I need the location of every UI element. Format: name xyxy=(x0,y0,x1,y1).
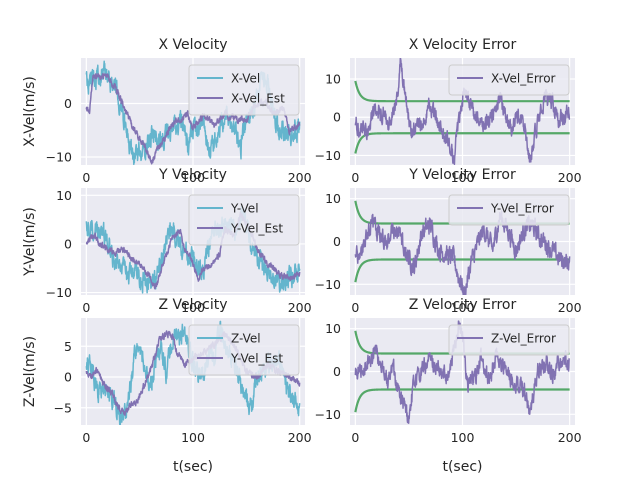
yvel-x-tick-label: 100 xyxy=(181,300,205,315)
zvel-y-axis-label: Z-Vel(m/s) xyxy=(22,336,38,407)
zvel-legend-label: Z-Vel xyxy=(231,332,261,346)
xerr-title: X Velocity Error xyxy=(409,37,517,53)
yvel-x-tick-label: 200 xyxy=(288,300,312,315)
zerr-x-tick-label: 100 xyxy=(451,430,475,445)
yerr-legend-box xyxy=(448,194,570,226)
zerr-x-tick-label: 0 xyxy=(351,430,359,445)
zerr-title: Z Velocity Error xyxy=(409,297,517,313)
yerr-x-tick-label: 100 xyxy=(451,300,475,315)
xerr-legend: X-Vel_Error xyxy=(448,64,570,96)
yerr-legend: Y-Vel_Error xyxy=(448,194,570,226)
xerr-y-tick-label: 10 xyxy=(325,72,341,87)
xvel-title: X Velocity xyxy=(159,37,228,53)
xerr-legend-box xyxy=(448,64,570,96)
xerr-x-tick-label: 0 xyxy=(351,170,359,185)
yvel-y-axis-label: Y-Vel(m/s) xyxy=(22,207,38,277)
panel-yerr: Y Velocity Error 0 100 200 −10 0 10 Y-Vel_Error xyxy=(315,167,582,315)
yvel-legend-label: Y-Vel xyxy=(230,202,259,216)
xerr-x-tick-label: 100 xyxy=(451,170,475,185)
xvel-x-tick-label: 0 xyxy=(82,170,90,185)
yerr-lower-bound xyxy=(354,258,570,283)
xvel-x-tick-label: 200 xyxy=(288,170,312,185)
zvel-legend: Z-Vel Y-Vel_Est xyxy=(188,324,300,376)
yerr-legend-label: Y-Vel_Error xyxy=(490,202,554,216)
zerr-legend-box xyxy=(448,324,570,356)
xvel-legend-label: X-Vel_Est xyxy=(231,92,285,106)
xvel-legend: X-Vel X-Vel_Est xyxy=(188,64,300,116)
zerr-y-tick-label: −10 xyxy=(315,407,341,422)
zvel-x-tick-label: 200 xyxy=(288,430,312,445)
yvel-series-1 xyxy=(85,211,301,290)
yvel-legend-label: Y-Vel_Est xyxy=(230,222,283,236)
yvel-y-tick-label: −10 xyxy=(46,285,72,300)
xvel-x-tick-label: 100 xyxy=(181,170,205,185)
yvel-y-tick-label: 10 xyxy=(56,188,72,203)
yerr-x-tick-label: 0 xyxy=(351,300,359,315)
zvel-y-tick-label: 5 xyxy=(64,339,72,354)
zerr-legend-label: Z-Vel_Error xyxy=(491,332,556,346)
panel-zvel: Z Velocity 0 100 200 −5 0 5 Z-Vel(m/s) t(sec) Z-V… xyxy=(22,297,312,475)
zvel-x-tick-label: 100 xyxy=(181,430,205,445)
yerr-y-tick-label: 10 xyxy=(325,191,341,206)
xerr-series-0 xyxy=(354,58,571,165)
xvel-y-tick-label: −10 xyxy=(46,149,72,164)
zerr-x-tick-label: 200 xyxy=(558,430,582,445)
panel-zerr: Z Velocity Error 0 100 200 −10 0 10 t(sec) Z-Vel… xyxy=(315,297,582,475)
yerr-y-tick-label: −10 xyxy=(315,277,341,292)
xerr-y-tick-label: −10 xyxy=(315,148,341,163)
yvel-legend: Y-Vel Y-Vel_Est xyxy=(188,194,300,246)
yerr-y-tick-label: 0 xyxy=(333,234,341,249)
yvel-y-tick-label: 0 xyxy=(64,236,72,251)
xvel-y-tick-label: 0 xyxy=(64,96,72,111)
panel-xerr: X Velocity Error 0 100 200 −10 0 10 X-Vel_Error xyxy=(315,37,582,185)
yerr-x-tick-label: 200 xyxy=(558,300,582,315)
xerr-x-tick-label: 200 xyxy=(558,170,582,185)
zerr-legend: Z-Vel_Error xyxy=(448,324,570,356)
zvel-y-tick-label: 0 xyxy=(64,370,72,385)
zvel-title: Z Velocity xyxy=(159,297,228,313)
zerr-x-axis-label: t(sec) xyxy=(442,459,482,475)
yvel-title: Y Velocity xyxy=(158,167,227,183)
xerr-legend-label: X-Vel_Error xyxy=(491,72,556,86)
zvel-legend-label: Y-Vel_Est xyxy=(230,352,283,366)
xvel-legend-label: X-Vel xyxy=(231,72,260,86)
zerr-y-tick-label: 10 xyxy=(325,321,341,336)
zerr-y-tick-label: 0 xyxy=(333,364,341,379)
xerr-y-tick-label: 0 xyxy=(333,110,341,125)
zvel-x-tick-label: 0 xyxy=(82,430,90,445)
xvel-y-axis-label: X-Vel(m/s) xyxy=(22,76,38,147)
yvel-x-tick-label: 0 xyxy=(82,300,90,315)
yerr-series-0 xyxy=(354,210,571,295)
zvel-x-axis-label: t(sec) xyxy=(173,459,213,475)
zvel-y-tick-label: −5 xyxy=(54,400,72,415)
yerr-title: Y Velocity Error xyxy=(408,167,516,183)
